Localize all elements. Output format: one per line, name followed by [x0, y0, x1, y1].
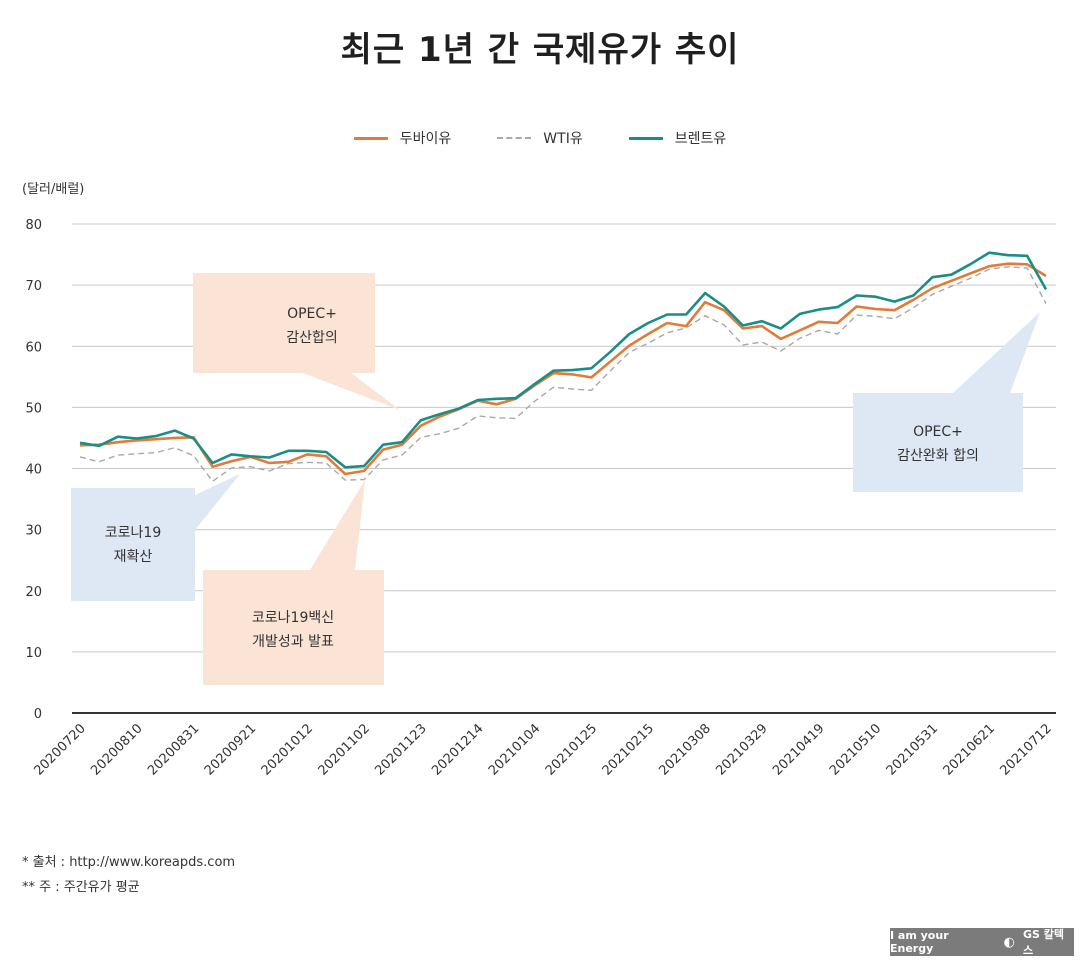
callout-pointer: [300, 372, 400, 410]
x-tick-label: 20200720: [31, 721, 88, 778]
footnote-source: * 출처 : http://www.koreapds.com: [22, 855, 236, 870]
x-tick-label: 20201102: [316, 721, 373, 778]
chart-svg: 0 10 20 30 40 50 60 70 80 20200720 20200810 2020083…: [25, 218, 1056, 779]
callout-text: 코로나19백신: [252, 610, 334, 626]
y-tick-label: 60: [25, 340, 42, 355]
x-tick-label: 20210712: [997, 721, 1054, 778]
y-axis-unit-label: (달러/배럴): [22, 182, 85, 197]
x-tick-label: 20201123: [372, 721, 429, 778]
brand-name: GS 칼텍스: [1022, 928, 1064, 957]
callout-pointer: [310, 480, 365, 570]
x-tick-label: 20210510: [827, 721, 884, 778]
y-tick-label: 20: [25, 585, 42, 600]
x-tick-label: 20210329: [713, 721, 770, 778]
callout-box: [853, 393, 1023, 492]
x-tick-label: 20200810: [88, 721, 145, 778]
legend-swatch-wti: [497, 137, 532, 139]
brand-badge: I am your Energy ◐ GS 칼텍스: [890, 928, 1074, 957]
legend-swatch-brent: [628, 136, 663, 140]
x-tick-label: 20210531: [884, 721, 941, 778]
x-tick-label: 20200921: [202, 721, 259, 778]
x-tick-label: 20201012: [259, 721, 316, 778]
callout-text: 감산완화 합의: [897, 448, 979, 464]
series-line-wti: [79, 266, 1047, 482]
legend-label-brent: 브렌트유: [674, 131, 727, 147]
y-tick-label: 30: [25, 524, 42, 539]
callout-text: OPEC+: [913, 424, 963, 440]
series-line-brent: [79, 251, 1048, 469]
x-tick-label: 20210308: [656, 721, 713, 778]
legend-label-wti: WTI유: [543, 131, 583, 147]
x-tick-label: 20210419: [770, 721, 827, 778]
callout-text: 개발성과 발표: [252, 634, 334, 650]
footnote-note: ** 주 : 주간유가 평균: [22, 880, 140, 895]
x-tick-label: 20210125: [543, 721, 600, 778]
brand-logo-icon: ◐: [1003, 934, 1015, 950]
legend-swatch-dubai: [353, 136, 388, 140]
chart-title: 최근 1년 간 국제유가 추이: [340, 30, 740, 70]
callout-text: 감산합의: [286, 330, 338, 346]
series-line-dubai: [79, 262, 1047, 476]
callout-text: 재확산: [114, 549, 153, 565]
x-tick-label: 20201214: [429, 721, 486, 778]
x-tick-label: 20210215: [600, 721, 657, 778]
legend-item-dubai: 두바이유: [353, 128, 452, 148]
callout-box: [193, 273, 375, 373]
y-tick-label: 0: [34, 707, 42, 722]
callout-box: [71, 488, 195, 601]
callout-text: 코로나19: [105, 525, 161, 541]
legend-item-brent: 브렌트유: [628, 128, 727, 148]
callout-pointer: [953, 312, 1040, 393]
y-tick-label: 40: [25, 463, 42, 478]
legend-label-dubai: 두바이유: [399, 131, 452, 147]
brand-slogan: I am your Energy: [890, 929, 949, 955]
y-tick-label: 10: [25, 646, 42, 661]
y-tick-label: 70: [25, 279, 42, 294]
callout-box: [203, 570, 384, 685]
legend-item-wti: WTI유: [497, 128, 583, 148]
callout-pointer: [195, 474, 240, 530]
x-tick-label: 20200831: [145, 721, 202, 778]
callout-text: OPEC+: [287, 306, 337, 322]
x-tick-label: 20210621: [941, 721, 998, 778]
chart-legend: 두바이유 WTI유 브렌트유: [0, 128, 1080, 148]
x-tick-label: 20210104: [486, 721, 543, 778]
y-tick-label: 80: [25, 218, 42, 233]
y-tick-label: 50: [25, 401, 42, 416]
